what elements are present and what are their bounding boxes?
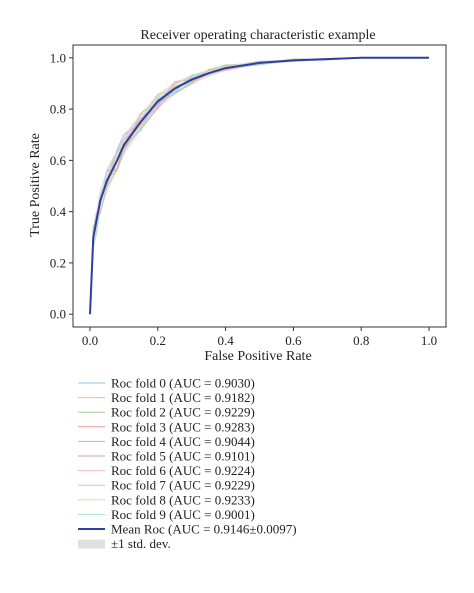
legend-label: Roc fold 1 (AUC = 0.9182) bbox=[111, 390, 255, 405]
x-tick-label: 0.8 bbox=[353, 333, 369, 348]
legend-label: Roc fold 2 (AUC = 0.9229) bbox=[111, 405, 255, 420]
y-axis-label: True Positive Rate bbox=[28, 133, 43, 237]
x-axis-ticks: 0.0 0.2 0.4 0.6 0.8 1.0 bbox=[82, 327, 437, 348]
chart-title: Receiver operating characteristic exampl… bbox=[140, 28, 375, 43]
legend-label: Roc fold 7 (AUC = 0.9229) bbox=[111, 478, 255, 493]
mean-roc-curve bbox=[89, 56, 429, 315]
legend-label: Roc fold 9 (AUC = 0.9001) bbox=[111, 507, 255, 522]
legend-label: Roc fold 0 (AUC = 0.9030) bbox=[111, 376, 255, 391]
legend-label: Roc fold 3 (AUC = 0.9283) bbox=[111, 419, 255, 434]
y-tick-label: 0.4 bbox=[50, 204, 67, 219]
y-tick-label: 0.8 bbox=[50, 102, 66, 117]
x-tick-label: 0.4 bbox=[217, 333, 234, 348]
legend-label: Roc fold 5 (AUC = 0.9101) bbox=[111, 449, 255, 464]
legend-label: ±1 std. dev. bbox=[111, 536, 171, 551]
x-axis-label: False Positive Rate bbox=[204, 349, 311, 364]
y-tick-label: 0.0 bbox=[50, 307, 66, 322]
x-tick-label: 0.6 bbox=[285, 333, 302, 348]
y-tick-label: 0.6 bbox=[50, 153, 67, 168]
x-tick-label: 1.0 bbox=[421, 333, 437, 348]
legend-label: Roc fold 8 (AUC = 0.9233) bbox=[111, 492, 255, 507]
legend-swatch bbox=[78, 539, 105, 549]
legend: Roc fold 0 (AUC = 0.9030)Roc fold 1 (AUC… bbox=[78, 376, 297, 551]
y-tick-label: 1.0 bbox=[50, 50, 66, 65]
x-tick-label: 0.0 bbox=[82, 333, 98, 348]
x-tick-label: 0.2 bbox=[150, 333, 166, 348]
legend-label: Roc fold 6 (AUC = 0.9224) bbox=[111, 463, 255, 478]
legend-label: Roc fold 4 (AUC = 0.9044) bbox=[111, 434, 255, 449]
mean-curve-layer bbox=[89, 56, 429, 315]
legend-label: Mean Roc (AUC = 0.9146±0.0097) bbox=[111, 522, 297, 537]
y-axis-ticks: 0.0 0.2 0.4 0.6 0.8 1.0 bbox=[50, 50, 73, 322]
plot-area-frame bbox=[72, 44, 447, 328]
y-tick-label: 0.2 bbox=[50, 255, 66, 270]
